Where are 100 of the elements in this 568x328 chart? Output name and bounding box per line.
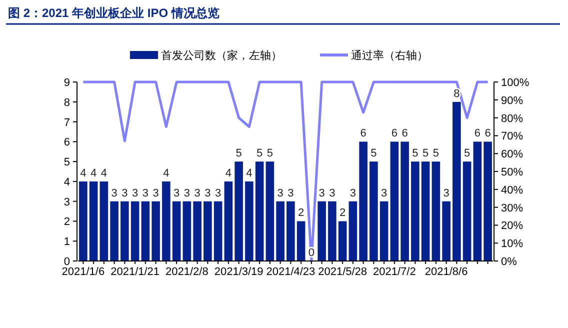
bar bbox=[296, 221, 306, 261]
bar bbox=[359, 142, 368, 261]
bar bbox=[162, 181, 170, 261]
data-label: 3 bbox=[329, 187, 336, 200]
y-tick-label: 1 bbox=[64, 236, 70, 248]
bar bbox=[348, 201, 358, 261]
y2-tick-label: 10% bbox=[501, 238, 524, 250]
y2-tick-label: 60% bbox=[501, 148, 524, 161]
data-label: 3 bbox=[132, 187, 138, 200]
line-series bbox=[82, 80, 490, 262]
y2-tick-label: 100% bbox=[501, 77, 530, 89]
x-tick-label: 2021/4/23 bbox=[266, 266, 316, 278]
x-tick-label: 2021/1/6 bbox=[62, 266, 105, 278]
data-label: 4 bbox=[90, 167, 97, 180]
bar bbox=[484, 142, 492, 261]
bar bbox=[328, 201, 336, 261]
y2-tick-label: 80% bbox=[501, 112, 524, 125]
data-label: 4 bbox=[225, 167, 232, 180]
data-label: 6 bbox=[474, 128, 480, 140]
bar bbox=[338, 221, 347, 261]
bar bbox=[390, 142, 399, 261]
bar bbox=[214, 201, 222, 261]
data-label: 2 bbox=[340, 207, 346, 220]
data-label: 5 bbox=[236, 148, 242, 160]
data-label: 3 bbox=[142, 187, 148, 200]
bar bbox=[380, 201, 388, 261]
x-tick-label: 2021/7/2 bbox=[373, 266, 416, 278]
bar bbox=[370, 162, 378, 261]
data-label: 3 bbox=[381, 187, 388, 200]
data-label: 3 bbox=[174, 187, 180, 200]
bar bbox=[432, 162, 440, 261]
y-tick-label: 3 bbox=[64, 196, 70, 208]
data-label: 3 bbox=[215, 187, 222, 200]
data-label: 3 bbox=[111, 187, 118, 200]
bar bbox=[130, 201, 140, 261]
bar bbox=[152, 201, 160, 261]
y-tick-label: 0 bbox=[64, 256, 70, 268]
bar bbox=[89, 181, 98, 261]
x-tick-label: 2021/8/6 bbox=[424, 266, 468, 278]
y2-tick-label: 30% bbox=[501, 202, 524, 214]
bar bbox=[79, 181, 88, 261]
bar bbox=[318, 201, 326, 261]
bar bbox=[400, 142, 409, 261]
y-tick-label: 6 bbox=[64, 136, 70, 149]
data-label: 4 bbox=[80, 167, 86, 180]
bar bbox=[172, 201, 181, 261]
y2-tick-label: 40% bbox=[501, 184, 524, 196]
x-tick-label: 2021/1/21 bbox=[110, 266, 160, 278]
data-label: 3 bbox=[350, 187, 356, 200]
bar bbox=[182, 201, 192, 261]
data-label: 6 bbox=[360, 128, 366, 140]
data-label: 6 bbox=[484, 128, 491, 140]
data-label: 5 bbox=[370, 148, 377, 160]
bar bbox=[411, 162, 420, 261]
x-tick-label: 2021/2/8 bbox=[166, 266, 208, 278]
y-tick-label: 8 bbox=[64, 96, 70, 109]
bar bbox=[100, 181, 108, 261]
bar bbox=[473, 142, 482, 261]
data-label: 3 bbox=[318, 187, 325, 200]
data-label: 5 bbox=[432, 148, 439, 160]
data-label: 6 bbox=[402, 128, 408, 140]
bar bbox=[120, 201, 129, 261]
legend-label: 通过率（右轴） bbox=[351, 49, 428, 62]
y-tick-label: 2 bbox=[64, 216, 70, 228]
x-tick-label: 2021/5/28 bbox=[318, 266, 368, 278]
data-label: 4 bbox=[246, 167, 252, 180]
data-label: 3 bbox=[184, 187, 190, 200]
bar bbox=[421, 162, 430, 261]
bar bbox=[442, 201, 450, 261]
x-tick-label: 2021/3/19 bbox=[214, 266, 264, 278]
y2-tick-label: 70% bbox=[501, 130, 524, 143]
data-label: 8 bbox=[454, 88, 460, 100]
bar bbox=[276, 201, 284, 261]
y-tick-label: 4 bbox=[64, 176, 70, 188]
bar bbox=[286, 201, 295, 261]
data-label: 5 bbox=[266, 148, 273, 160]
bar bbox=[266, 162, 274, 261]
data-label: 6 bbox=[391, 128, 398, 140]
bar bbox=[245, 181, 254, 261]
y-tick-label: 9 bbox=[64, 77, 70, 89]
data-label: 3 bbox=[288, 187, 294, 200]
bar bbox=[193, 201, 202, 261]
legend-label: 首发公司数（家，左轴） bbox=[161, 49, 282, 62]
y-tick-label: 7 bbox=[64, 116, 70, 129]
bar bbox=[452, 102, 461, 261]
data-label: 2 bbox=[298, 207, 304, 220]
data-label: 3 bbox=[277, 187, 284, 200]
data-label: 5 bbox=[464, 148, 470, 160]
bar bbox=[234, 162, 243, 261]
y2-tick-label: 0% bbox=[501, 256, 518, 268]
chart-title: 图 2：2021 年创业板企业 IPO 情况总览 bbox=[8, 6, 220, 20]
data-label: 4 bbox=[100, 167, 107, 180]
bar bbox=[204, 201, 212, 261]
data-label: 5 bbox=[422, 148, 429, 160]
bar bbox=[462, 162, 472, 261]
data-label: 3 bbox=[122, 187, 128, 200]
bar bbox=[255, 162, 264, 261]
data-label: 3 bbox=[152, 187, 159, 200]
bar bbox=[224, 181, 233, 261]
y2-tick-label: 50% bbox=[501, 166, 524, 178]
